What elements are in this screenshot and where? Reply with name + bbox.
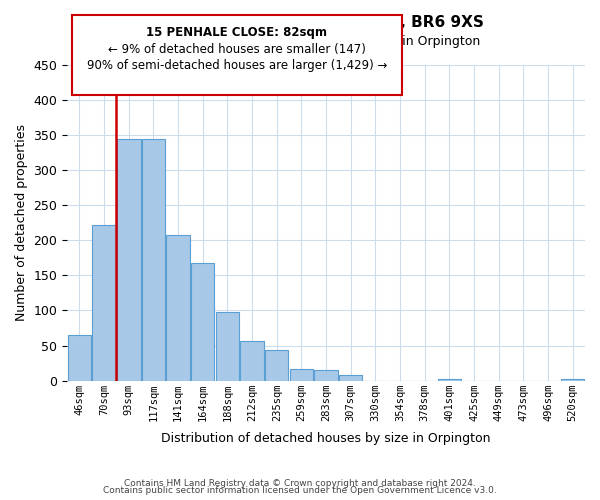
- X-axis label: Distribution of detached houses by size in Orpington: Distribution of detached houses by size …: [161, 432, 491, 445]
- Text: Size of property relative to detached houses in Orpington: Size of property relative to detached ho…: [120, 35, 480, 48]
- Bar: [339, 375, 362, 380]
- Text: Contains public sector information licensed under the Open Government Licence v3: Contains public sector information licen…: [103, 486, 497, 495]
- Bar: [117, 138, 140, 380]
- Text: 15, PENHALE CLOSE, ORPINGTON, BR6 9XS: 15, PENHALE CLOSE, ORPINGTON, BR6 9XS: [116, 15, 484, 30]
- Bar: [561, 379, 584, 380]
- Text: 15 PENHALE CLOSE: 82sqm: 15 PENHALE CLOSE: 82sqm: [146, 26, 328, 39]
- Text: 90% of semi-detached houses are larger (1,429) →: 90% of semi-detached houses are larger (…: [87, 59, 387, 72]
- Bar: [290, 370, 313, 380]
- Bar: [437, 378, 461, 380]
- Y-axis label: Number of detached properties: Number of detached properties: [15, 124, 28, 322]
- Text: Contains HM Land Registry data © Crown copyright and database right 2024.: Contains HM Land Registry data © Crown c…: [124, 478, 476, 488]
- Bar: [68, 335, 91, 380]
- Text: ← 9% of detached houses are smaller (147): ← 9% of detached houses are smaller (147…: [108, 42, 366, 56]
- Bar: [92, 225, 116, 380]
- Bar: [191, 264, 214, 380]
- Bar: [216, 312, 239, 380]
- Bar: [314, 370, 338, 380]
- Bar: [166, 234, 190, 380]
- Bar: [265, 350, 289, 380]
- Bar: [142, 138, 165, 380]
- Bar: [241, 340, 264, 380]
